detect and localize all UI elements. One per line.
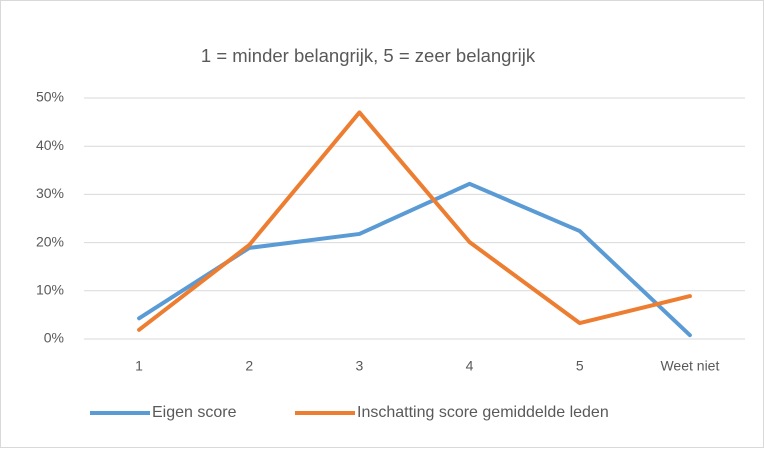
x-tick-label: Weet niet <box>660 358 719 374</box>
x-tick-label: 5 <box>576 358 584 374</box>
x-tick-label: 2 <box>245 358 253 374</box>
y-tick-label: 50% <box>36 89 64 105</box>
y-tick-label: 20% <box>36 233 64 249</box>
y-tick-label: 40% <box>36 137 64 153</box>
chart-title: 1 = minder belangrijk, 5 = zeer belangri… <box>201 45 536 66</box>
x-tick-label: 4 <box>466 358 474 374</box>
data-line <box>137 110 692 332</box>
y-tick-label: 0% <box>44 330 64 346</box>
y-tick-label: 10% <box>36 282 64 298</box>
x-tick-label: 1 <box>135 358 143 374</box>
legend-label: Eigen score <box>152 404 237 421</box>
x-tick-label: 3 <box>356 358 364 374</box>
y-tick-label: 30% <box>36 185 64 201</box>
legend-label: Inschatting score gemiddelde leden <box>357 404 609 421</box>
